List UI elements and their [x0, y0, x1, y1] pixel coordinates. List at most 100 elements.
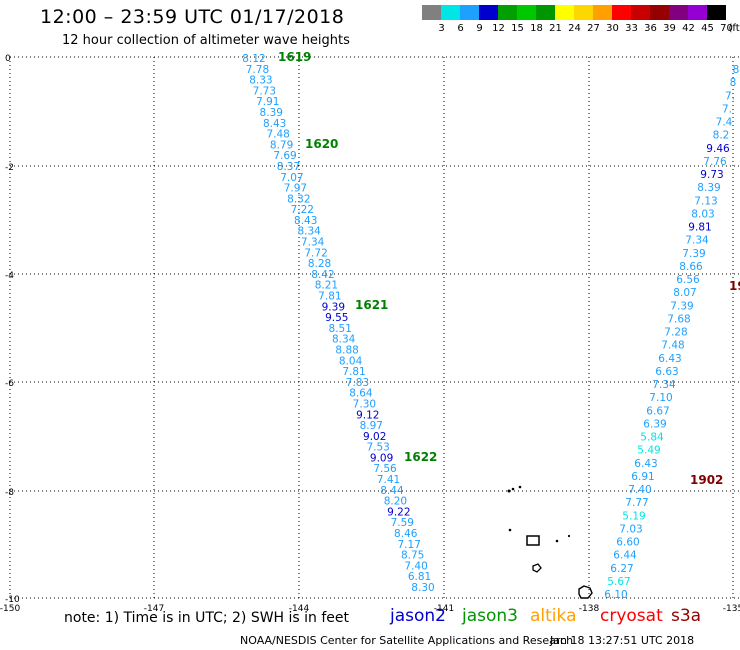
swh-value: 7.07: [280, 172, 303, 184]
swh-value: 7.: [722, 103, 732, 115]
scale-label: 27: [587, 23, 600, 34]
swh-value: 8.43: [263, 118, 286, 130]
scale-swatch: [555, 5, 574, 20]
swh-value: 6.56: [676, 274, 700, 286]
scale-swatch: [479, 5, 498, 20]
swh-value: 6.43: [634, 458, 657, 470]
pass-time-label: 1902: [690, 473, 723, 487]
swh-value: 7.4: [716, 117, 733, 129]
lon-tick-label: -144: [289, 604, 310, 614]
scale-swatch: [612, 5, 631, 20]
swh-value: 8.46: [394, 528, 418, 540]
swh-value: 7.34: [652, 379, 676, 391]
swh-value: 7.48: [661, 340, 684, 352]
swh-value: 8.37: [277, 161, 300, 173]
swh-value: 7.03: [619, 523, 642, 535]
scale-swatch: [631, 5, 650, 20]
scale-label: 15: [511, 23, 524, 34]
lat-tick-label: -10: [5, 595, 20, 605]
pass-time-label: 1620: [305, 137, 338, 151]
swh-value: 6.10: [604, 589, 627, 601]
swh-value: 8.28: [308, 258, 331, 270]
swh-value: 5.19: [622, 510, 645, 522]
swh-value: 8.07: [673, 287, 696, 299]
pass-time-label: 1619: [278, 50, 311, 64]
island-shape: [507, 489, 511, 493]
swh-value: 7.68: [667, 313, 690, 325]
swh-value: 7.34: [301, 237, 325, 249]
swh-value: 8.39: [697, 182, 720, 194]
swh-value: 5.67: [607, 576, 630, 588]
scale-unit: (ft): [728, 23, 740, 34]
swh-value: 6.44: [613, 550, 637, 562]
island-shape: [526, 535, 540, 546]
swh-value: 7.22: [291, 204, 314, 216]
scale-label: 3: [438, 23, 445, 34]
scale-swatch: [422, 5, 441, 20]
swh-value: 8.43: [294, 215, 317, 227]
swh-value: 7.78: [246, 64, 269, 76]
swh-value: 8.04: [339, 355, 363, 367]
swh-value: 8.64: [349, 388, 373, 400]
island-shape: [567, 534, 571, 538]
swh-value: 7.69: [273, 150, 296, 162]
scale-label: 45: [701, 23, 714, 34]
swh-value: 6.43: [658, 353, 681, 365]
swh-value: 7.53: [366, 442, 389, 454]
swh-value: 8.51: [329, 323, 352, 335]
swh-value: 7.17: [398, 539, 421, 551]
swh-value: 8: [730, 77, 737, 89]
scale-label: 21: [549, 23, 562, 34]
swh-value: 8.34: [332, 334, 356, 346]
map-title: 12:00 – 23:59 UTC 01/17/2018: [40, 6, 345, 28]
scale-swatch: [707, 5, 726, 20]
swh-value: 9.81: [688, 222, 711, 234]
swh-value: 6.81: [408, 571, 431, 583]
swh-value: 7.59: [391, 517, 414, 529]
swh-value: 8.88: [335, 344, 358, 356]
swh-value: 6.67: [646, 405, 669, 417]
lat-tick-label: 0: [5, 54, 11, 64]
swh-value: 7.73: [253, 85, 276, 97]
swh-value: 7.13: [694, 195, 717, 207]
swh-value: 7.97: [284, 183, 307, 195]
island-shape: [532, 563, 542, 573]
swh-value: 8.97: [360, 420, 383, 432]
swh-value: 6.91: [631, 471, 654, 483]
swh-value: 8.75: [401, 550, 424, 562]
swh-value: 8.39: [260, 107, 283, 119]
swh-value: 7.28: [664, 327, 687, 339]
scale-label: 39: [663, 23, 676, 34]
island-shape: [518, 485, 522, 489]
island-shape: [555, 539, 559, 543]
swh-value: 7.41: [377, 474, 400, 486]
scale-swatch: [460, 5, 479, 20]
swh-value: 8.20: [384, 496, 407, 508]
swh-value: 6.60: [616, 537, 639, 549]
swh-value: 7.56: [373, 463, 397, 475]
scale-label: 33: [625, 23, 638, 34]
swh-value: 8.66: [679, 261, 703, 273]
legend-jason3: jason3: [462, 606, 518, 626]
swh-value: 7.40: [628, 484, 651, 496]
swh-value: 7.83: [346, 377, 369, 389]
swh-value: 7.81: [342, 366, 365, 378]
swh-value: 7.10: [649, 392, 672, 404]
island-outlines: [507, 485, 593, 599]
swh-value: 9.39: [322, 301, 345, 313]
legend-altika: altika: [530, 606, 577, 626]
swh-value: 9.46: [706, 143, 730, 155]
swh-value: 9.09: [370, 452, 393, 464]
swh-value: 7.81: [318, 291, 341, 303]
scale-label: 30: [606, 23, 619, 34]
swh-value: 9.02: [363, 431, 386, 443]
swh-value: 5.84: [640, 432, 664, 444]
swh-value: 8.21: [315, 280, 338, 292]
pass-time-label: 1622: [404, 450, 437, 464]
swh-value: 6.39: [643, 418, 666, 430]
swh-value: 8.79: [270, 139, 293, 151]
swh-value: 7.72: [304, 247, 327, 259]
swh-value: 6.27: [610, 563, 633, 575]
swh-value: 8.33: [249, 75, 272, 87]
